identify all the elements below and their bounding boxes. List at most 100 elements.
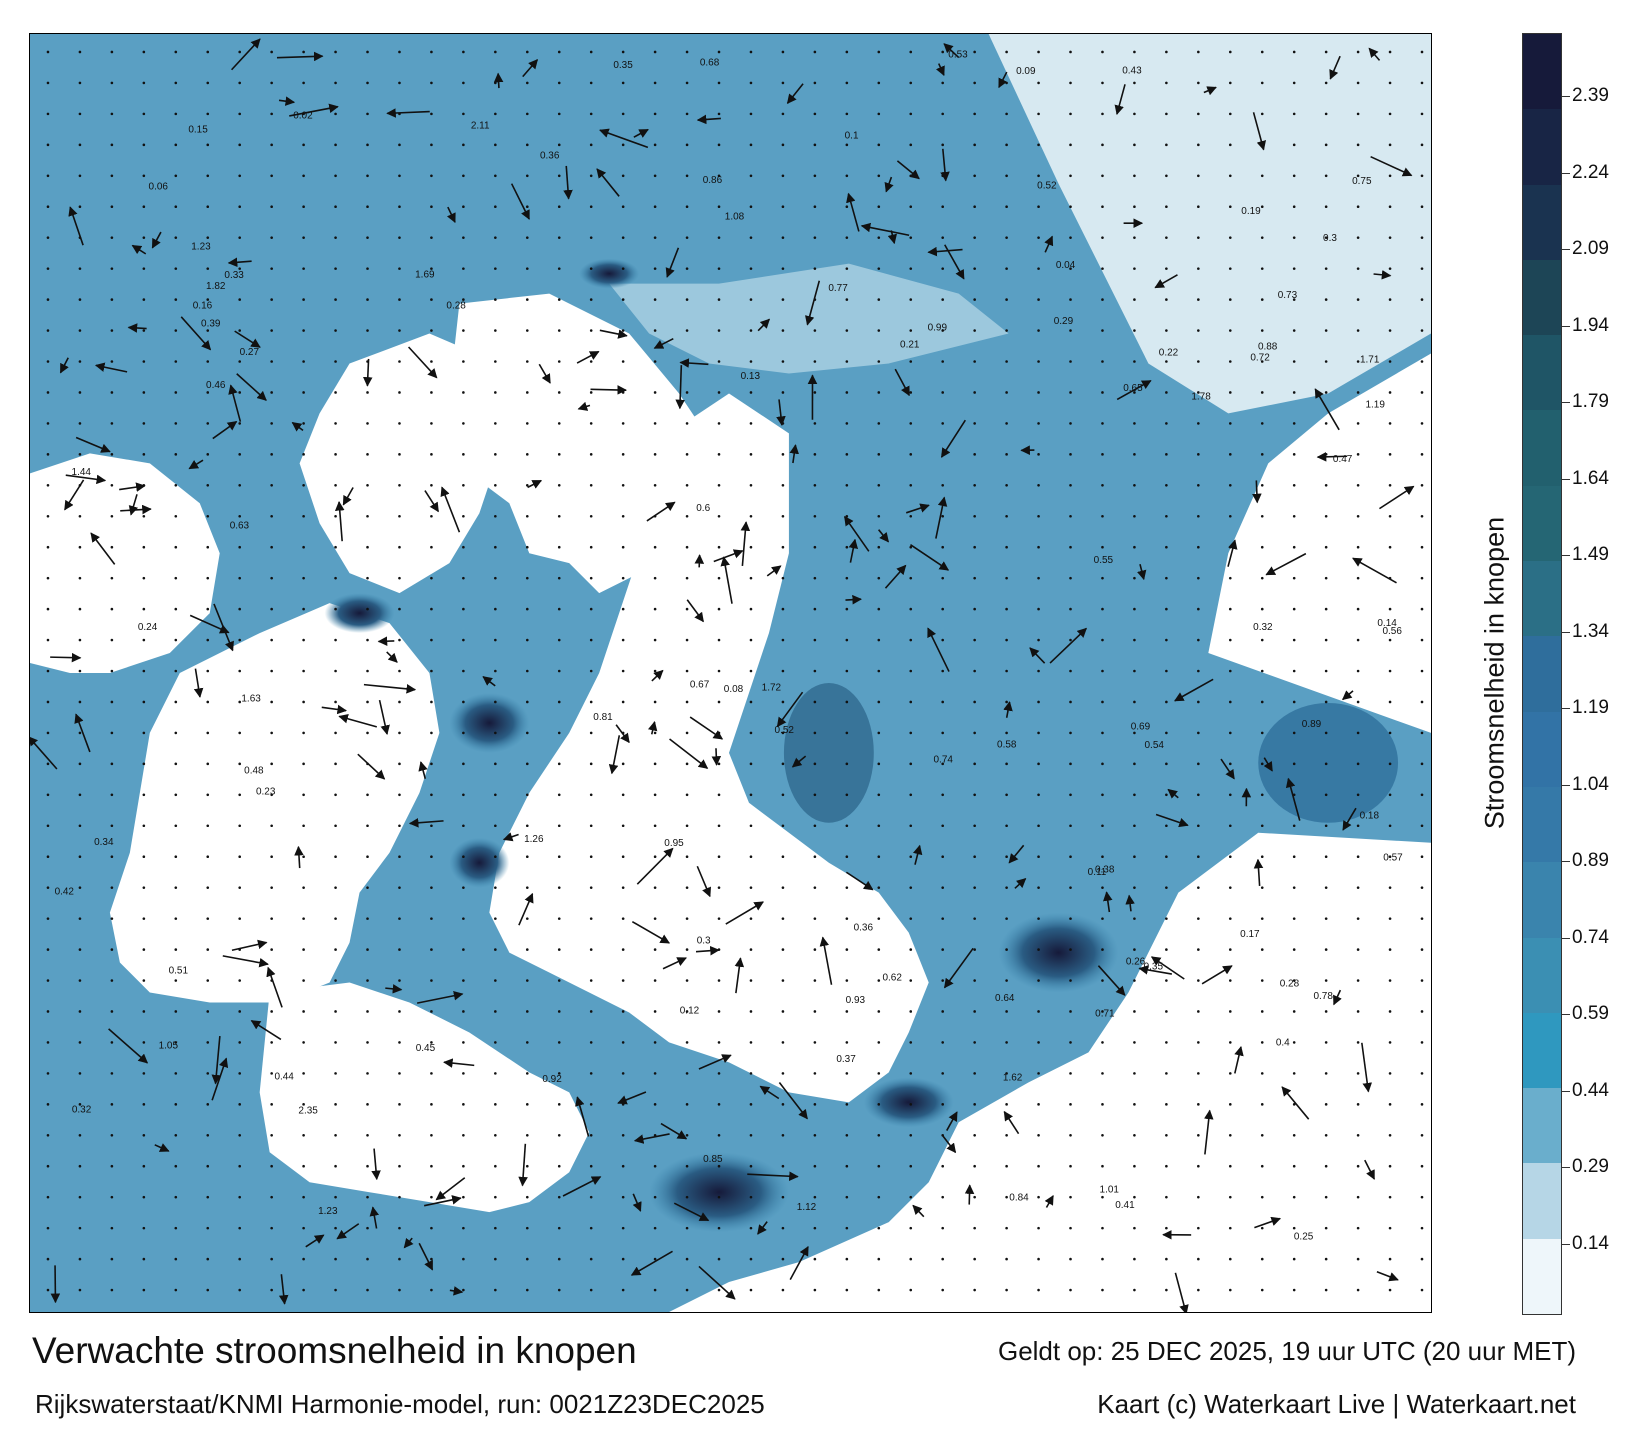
grid-dot [621,50,625,54]
grid-dot [813,267,817,270]
grid-dot [557,1010,561,1013]
grid-dot [494,453,497,456]
grid-dot [909,762,913,766]
grid-dot [142,607,146,611]
grid-dot [1069,422,1072,425]
speed-label: 0.35 [1144,961,1164,972]
speed-label: 0.73 [1278,290,1298,301]
grid-dot [1260,1195,1264,1199]
grid-dot [813,607,817,611]
grid-dot [717,824,721,828]
grid-dot [1133,700,1136,704]
current-arrow [321,704,347,715]
grid-dot [1101,514,1104,518]
grid-dot [1005,1195,1008,1199]
grid-dot [557,700,561,704]
grid-dot [1037,731,1040,735]
grid-dot [1260,1257,1264,1261]
grid-dot [1420,886,1424,889]
grid-dot [78,1164,82,1168]
grid-dot [142,112,146,116]
grid-dot [845,1010,849,1013]
grid-dot [334,669,337,673]
grid-dot [1037,1103,1040,1106]
grid-dot [1388,824,1392,828]
speed-label: 0.23 [256,787,276,798]
grid-dot [589,329,593,332]
grid-dot [1037,267,1040,270]
grid-dot [813,1010,817,1013]
current-arrow [686,599,704,623]
grid-dot [46,236,50,239]
grid-dot [1260,700,1264,704]
grid-dot [781,483,785,487]
grid-dot [206,1072,210,1075]
current-arrow [943,43,960,59]
grid-dot [398,638,401,642]
grid-dot [557,81,561,85]
grid-dot [941,174,944,178]
grid-dot [430,1164,433,1168]
grid-dot [206,1288,210,1292]
grid-dot [1069,1226,1072,1230]
grid-dot [557,576,561,580]
grid-dot [1292,545,1296,549]
grid-dot [909,236,913,239]
grid-dot [110,948,114,951]
grid-dot [813,545,817,549]
current-arrow [518,1143,528,1187]
grid-dot [1005,793,1008,797]
grid-dot [78,50,82,54]
grid-dot [653,1257,657,1261]
grid-dot [525,979,529,982]
current-arrow [596,168,620,197]
grid-dot [813,917,817,920]
grid-dot [813,50,817,54]
grid-dot [1292,1041,1296,1044]
grid-dot [557,638,561,642]
grid-dot [1133,1133,1136,1137]
grid-dot [142,422,146,425]
grid-dot [877,700,881,704]
grid-dot [206,298,210,301]
grid-dot [749,205,753,209]
grid-dot [110,700,114,704]
grid-dot [1356,236,1360,239]
grid-dot [1260,112,1264,116]
grid-dot [462,1288,465,1292]
grid-dot [206,205,210,209]
grid-dot [174,112,178,116]
grid-dot [877,174,881,178]
grid-dot [1005,391,1008,394]
grid-dot [877,793,881,797]
current-arrow [510,183,530,220]
grid-dot [1260,793,1264,797]
grid-dot [398,298,401,301]
grid-dot [973,360,976,363]
grid-dot [781,143,785,147]
current-arrow [1097,965,1126,996]
grid-dot [1260,886,1264,889]
grid-dot [302,1103,305,1106]
speed-label: 0.1 [845,130,859,141]
grid-dot [1005,422,1008,425]
grid-dot [142,1133,146,1137]
current-arrow [416,991,464,1004]
grid-dot [270,545,273,549]
grid-dot [398,1072,401,1075]
grid-dot [398,886,401,889]
grid-dot [334,298,337,301]
grid-dot [142,514,146,518]
grid-dot [1037,514,1040,518]
grid-dot [78,1257,82,1261]
speed-label: 0.3 [1323,233,1337,244]
grid-dot [78,1072,82,1075]
grid-dot [1292,669,1296,673]
current-arrow [662,957,687,970]
grid-dot [1101,576,1104,580]
grid-dot [909,576,913,580]
grid-dot [1037,1195,1040,1199]
current-arrow [294,845,304,869]
grid-dot [589,1288,593,1292]
grid-dot [749,50,753,54]
